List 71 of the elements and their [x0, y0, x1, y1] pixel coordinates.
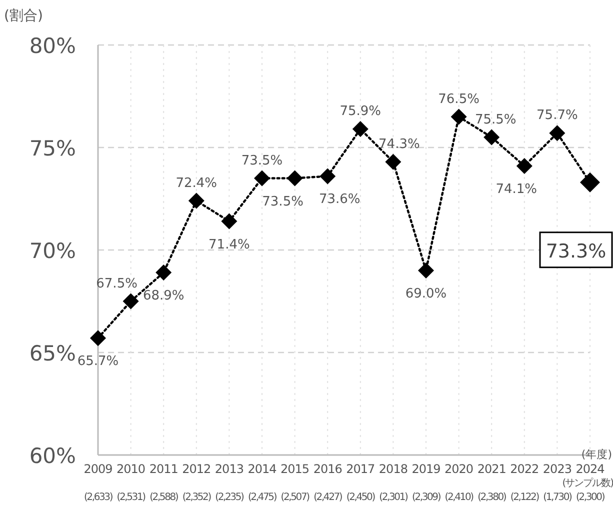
- text: 74.1%: [496, 182, 538, 197]
- x-tick-label: 2018: [378, 462, 408, 476]
- x-tick-label: 2015: [280, 462, 310, 476]
- y-tick-label: 60%: [29, 444, 76, 468]
- text: (2,588): [150, 492, 179, 503]
- text: (2,410): [444, 492, 474, 503]
- point: [418, 262, 434, 278]
- text: (2,531): [116, 492, 146, 503]
- text: 76.5%: [438, 92, 480, 107]
- text: 75.9%: [340, 104, 382, 120]
- text: 67.5%: [96, 276, 138, 292]
- point: [385, 154, 402, 170]
- x-tick-label: 2016: [313, 462, 342, 476]
- text: (2,122): [510, 492, 540, 503]
- x-axis-title: (年度): [581, 448, 612, 461]
- text: 73.6%: [318, 192, 360, 208]
- point: [450, 108, 467, 125]
- x-tick-label: 2013: [214, 462, 244, 476]
- x-tick-label: 2023: [542, 462, 572, 476]
- text: (2,235): [215, 492, 245, 503]
- text: 73.5%: [262, 194, 304, 210]
- text: 73.5%: [241, 153, 283, 168]
- point: [516, 158, 532, 174]
- text: (サンプル数): [562, 477, 613, 489]
- text: 74.3%: [378, 136, 420, 152]
- text: 65.7%: [77, 354, 119, 370]
- text: (1,730): [543, 492, 573, 503]
- x-tick-label: 2010: [116, 462, 146, 476]
- x-tick-label: 2020: [444, 462, 474, 476]
- text: (2,427): [314, 492, 343, 503]
- point: [156, 264, 172, 281]
- text: 68.9%: [142, 288, 184, 304]
- text: 75.5%: [474, 112, 516, 128]
- point: [549, 125, 566, 142]
- text: 75.7%: [536, 108, 578, 124]
- point: [90, 330, 106, 346]
- text: (2,450): [346, 492, 376, 503]
- text: (2,352): [182, 492, 212, 503]
- text: (2,309): [412, 492, 442, 503]
- x-tick-label: 2011: [149, 462, 178, 476]
- x-tick-label: 2019: [412, 462, 440, 476]
- point: [320, 168, 336, 184]
- y-tick-label: 70%: [29, 239, 76, 263]
- text: 73.3%: [546, 240, 606, 262]
- y-tick-label: 65%: [29, 342, 76, 366]
- x-tick-label: 2021: [477, 462, 506, 476]
- point: [352, 121, 368, 138]
- point: [484, 129, 500, 146]
- y-tick-label: 80%: [29, 34, 76, 58]
- text: 72.4%: [176, 176, 218, 191]
- x-tick-label: 2022: [510, 462, 539, 476]
- text: 69.0%: [405, 286, 447, 302]
- point: [254, 170, 270, 186]
- point: [221, 213, 238, 230]
- point: [188, 192, 204, 209]
- text: (2,507): [280, 492, 310, 503]
- point: [286, 170, 303, 186]
- text: (2,301): [379, 492, 409, 503]
- text: (2,633): [84, 492, 114, 503]
- x-tick-label: 2024: [576, 462, 604, 476]
- x-tick-label: 2017: [346, 462, 375, 476]
- text: (2,380): [478, 492, 507, 503]
- x-tick-label: 2009: [84, 462, 112, 476]
- x-tick-label: 2012: [182, 462, 211, 476]
- point: [122, 293, 139, 310]
- text: 71.4%: [208, 237, 250, 252]
- y-tick-label: 75%: [29, 136, 76, 160]
- y-axis-title: (割合): [4, 8, 43, 24]
- x-tick-label: 2014: [248, 462, 276, 476]
- text: (2,475): [248, 492, 278, 503]
- text: (2,300): [576, 492, 606, 503]
